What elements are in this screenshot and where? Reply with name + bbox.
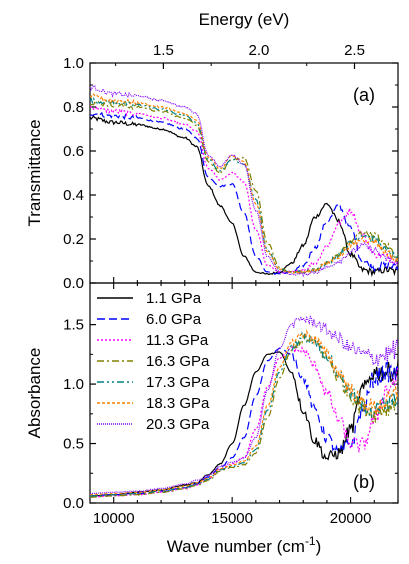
legend-entry: 11.3 GPa (146, 332, 209, 349)
legend-entry: 17.3 GPa (146, 374, 210, 391)
series-line-1-1-gpa (90, 351, 398, 497)
y-tick-label: 0.6 (63, 143, 84, 160)
x-tick-label: 10000 (93, 510, 135, 527)
series-line-20-3-gpa (90, 315, 398, 495)
y-tick-label: 0.0 (63, 275, 84, 292)
y-tick-label: 0.5 (63, 436, 84, 453)
series-group (90, 85, 398, 278)
y-axis-label: Transmittance (25, 119, 44, 226)
series-line-16-3-gpa (90, 333, 398, 498)
series-line-6-0-gpa (90, 111, 398, 276)
series-line-11-3-gpa (90, 343, 398, 498)
series-line-17-3-gpa (90, 331, 398, 497)
top-x-tick-label: 2.5 (344, 42, 365, 59)
plot-frame (89, 282, 399, 504)
legend-entry: 6.0 GPa (146, 311, 202, 328)
series-group (90, 315, 398, 498)
y-tick-label: 0.2 (63, 231, 84, 248)
y-tick-label: 1.5 (63, 317, 84, 334)
panel-b: 0.0 0.5 1.0 1.5 Absorbance (b) 1.1 GPa 6.0 GPa 1… (25, 282, 399, 556)
y-tick-label: 0.8 (63, 99, 84, 116)
panel-label: (a) (353, 85, 375, 105)
legend-entry: 16.3 GPa (146, 353, 210, 370)
y-tick-label: 1.0 (63, 55, 84, 72)
y-tick-label: 1.0 (63, 376, 84, 393)
x-axis-label-suffix: ) (316, 537, 322, 556)
series-line-20-3-gpa (90, 85, 398, 278)
y-axis-label: Absorbance (25, 348, 44, 439)
top-x-axis-label: Energy (eV) (199, 10, 290, 29)
panel-a: 0.0 0.2 0.4 0.6 0.8 1.0 Transmittance (a) 1.5 2.0… (25, 10, 399, 292)
x-axis-label: Wave number (cm-1) (167, 534, 322, 556)
legend-entry: 18.3 GPa (146, 395, 210, 412)
top-x-tick-label: 2.0 (249, 42, 270, 59)
series-line-11-3-gpa (90, 105, 398, 274)
x-axis-label-main: Wave number (cm (167, 537, 305, 556)
y-tick-label: 0.0 (63, 495, 84, 512)
series-line-18-3-gpa (90, 329, 398, 496)
x-tick-label: 20000 (330, 510, 372, 527)
panel-label: (b) (353, 472, 375, 492)
series-line-18-3-gpa (90, 93, 398, 274)
top-x-tick-label: 1.5 (153, 42, 174, 59)
series-line-1-1-gpa (90, 115, 398, 278)
legend-entry: 1.1 GPa (146, 290, 202, 307)
series-line-16-3-gpa (90, 101, 398, 275)
series-line-6-0-gpa (90, 347, 398, 497)
legend-entry: 20.3 GPa (146, 416, 210, 433)
x-tick-label: 15000 (211, 510, 253, 527)
x-axis-label-sup: -1 (305, 534, 316, 548)
y-tick-label: 0.4 (63, 187, 84, 204)
